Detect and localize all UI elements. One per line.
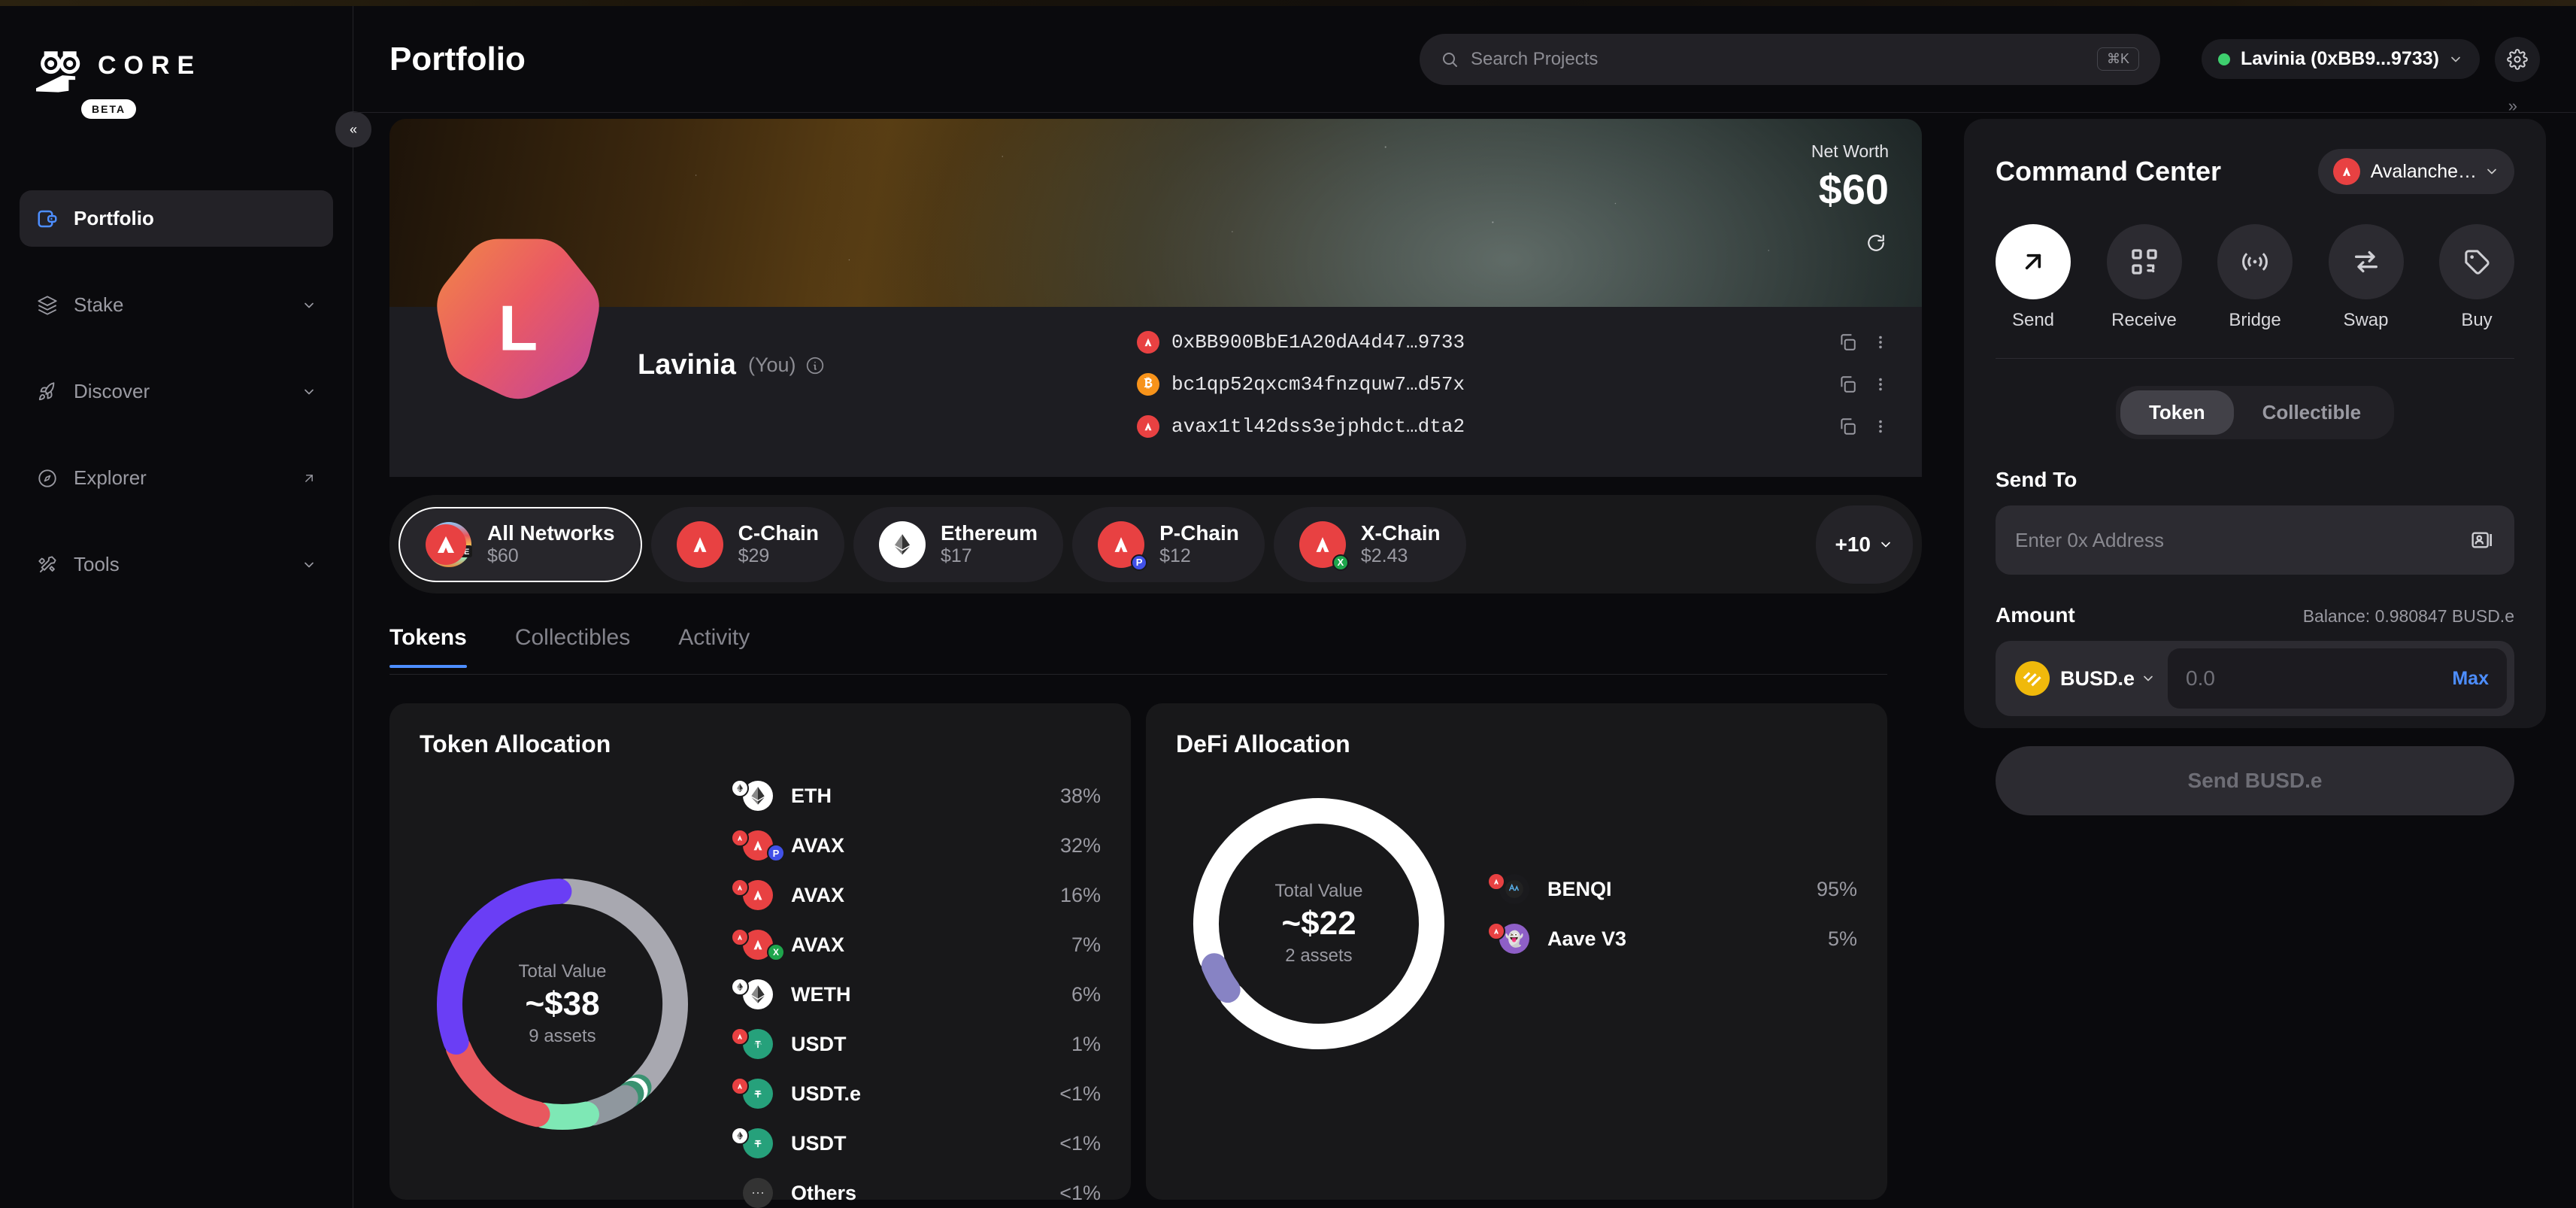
svg-text:L: L bbox=[499, 293, 538, 365]
